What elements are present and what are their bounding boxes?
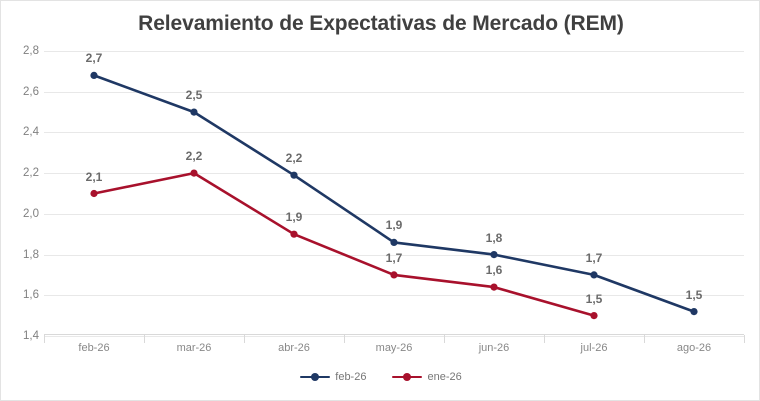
x-axis-tick-label: jun-26 bbox=[478, 342, 510, 354]
gridline bbox=[44, 132, 744, 134]
y-axis-tick-label: 2,4 bbox=[23, 126, 39, 139]
x-axis-tick-label: abr-26 bbox=[278, 342, 310, 354]
y-axis-tick-label: 1,4 bbox=[23, 330, 39, 342]
data-point-label: 1,9 bbox=[385, 218, 403, 233]
data-point-label: 1,5 bbox=[685, 287, 703, 302]
gridline bbox=[44, 295, 744, 297]
x-axis-tick bbox=[344, 335, 345, 343]
data-point-label: 2,7 bbox=[85, 51, 103, 66]
gridline bbox=[44, 336, 744, 337]
data-point-label: 1,6 bbox=[485, 263, 503, 278]
legend-item-feb-26[interactable]: feb-26 bbox=[300, 371, 366, 383]
gridline bbox=[44, 51, 744, 52]
x-axis-tick-label: ago-26 bbox=[676, 342, 712, 354]
x-axis-tick bbox=[544, 335, 545, 343]
gridline bbox=[44, 213, 744, 215]
x-axis-tick bbox=[144, 335, 145, 343]
data-point-label: 1,7 bbox=[585, 250, 603, 265]
x-axis-tick bbox=[644, 335, 645, 343]
legend-swatch-icon bbox=[300, 372, 331, 382]
x-axis-tick-label: may-26 bbox=[375, 342, 413, 354]
legend-swatch-icon bbox=[392, 372, 423, 382]
chart-title: Relevamiento de Expectativas de Mercado … bbox=[138, 12, 624, 35]
plot-area bbox=[44, 51, 744, 337]
data-point-label: 1,9 bbox=[285, 210, 303, 225]
y-axis-tick-label: 2,8 bbox=[23, 45, 39, 57]
x-axis-tick bbox=[444, 335, 445, 343]
data-point-label: 2,2 bbox=[285, 151, 303, 166]
y-axis-tick-label: 2,6 bbox=[23, 85, 39, 98]
legend-label: feb-26 bbox=[335, 371, 367, 383]
legend-label: ene-26 bbox=[427, 371, 462, 383]
data-point-label: 1,8 bbox=[485, 230, 503, 245]
chart-legend: feb-26 ene-26 bbox=[1, 371, 759, 383]
x-axis-tick bbox=[744, 335, 745, 343]
legend-item-ene-26[interactable]: ene-26 bbox=[392, 371, 462, 383]
x-axis-tick bbox=[44, 335, 45, 343]
x-axis-tick bbox=[244, 335, 245, 343]
data-point-label: 2,5 bbox=[185, 88, 203, 103]
data-point-label: 2,2 bbox=[185, 149, 203, 164]
gridline bbox=[44, 173, 744, 175]
x-axis-tick-label: jul-26 bbox=[580, 342, 608, 354]
data-point-label: 1,5 bbox=[585, 291, 603, 306]
data-point-label: 2,1 bbox=[85, 169, 103, 184]
y-axis: 2,8 2,6 2,4 2,2 2,0 1,8 1,6 1,4 bbox=[1, 45, 39, 342]
y-axis-tick-label: 1,8 bbox=[23, 248, 39, 261]
x-axis-tick-label: feb-26 bbox=[78, 342, 110, 354]
y-axis-tick-label: 1,6 bbox=[23, 289, 39, 302]
x-axis-line bbox=[44, 334, 744, 335]
gridline bbox=[44, 91, 744, 93]
y-axis-tick-label: 2,2 bbox=[23, 167, 39, 180]
data-point-label: 1,7 bbox=[385, 250, 403, 265]
x-axis-tick-label: mar-26 bbox=[176, 342, 212, 354]
y-axis-tick-label: 2,0 bbox=[23, 207, 39, 220]
